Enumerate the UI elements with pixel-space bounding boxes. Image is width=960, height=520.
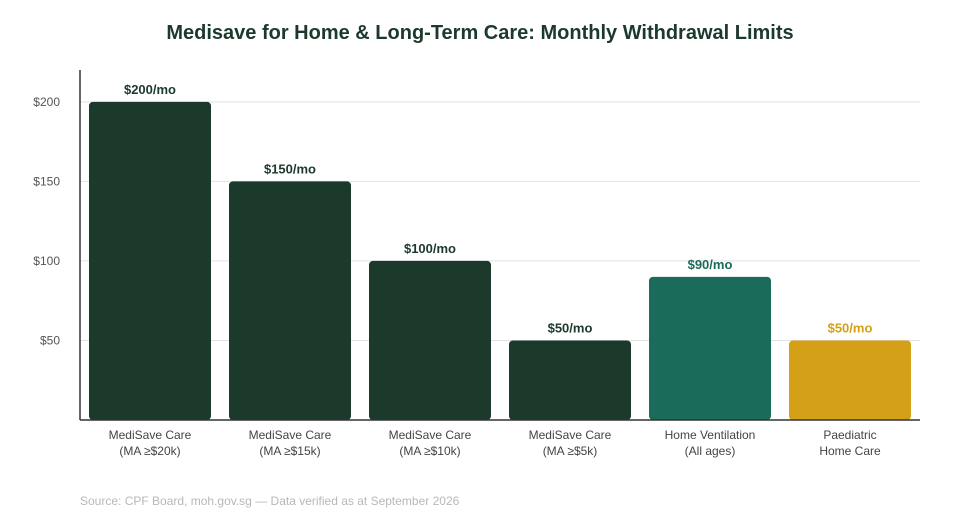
category-label: (MA ≥$20k) <box>119 444 180 458</box>
source-note: Source: CPF Board, moh.gov.sg — Data ver… <box>80 494 460 508</box>
category-label: (MA ≥$5k) <box>543 444 598 458</box>
category-label: MediSave Care <box>529 428 612 442</box>
y-axis-ticks: $50 $100 $150 $200 <box>33 95 60 348</box>
category-label: MediSave Care <box>109 428 192 442</box>
bar-value-label: $90/mo <box>688 257 733 272</box>
bar-chart: $50 $100 $150 $200 $200/mo $150/mo $100/mo $50… <box>33 70 920 458</box>
bar <box>789 340 911 420</box>
bar-value-label: $100/mo <box>404 241 456 256</box>
bars <box>89 101 911 421</box>
y-tick-label: $50 <box>40 333 60 347</box>
category-label: Paediatric <box>823 428 876 442</box>
category-label: (All ages) <box>685 444 736 458</box>
bar <box>89 101 211 421</box>
bar-value-label: $150/mo <box>264 161 316 176</box>
bar <box>509 340 631 420</box>
bar-value-label: $200/mo <box>124 82 176 97</box>
category-label: Home Care <box>819 444 881 458</box>
bar <box>649 276 771 420</box>
y-tick-label: $200 <box>33 95 60 109</box>
category-label: (MA ≥$10k) <box>399 444 460 458</box>
category-label: MediSave Care <box>249 428 332 442</box>
bar-value-label: $50/mo <box>548 320 593 335</box>
bar-value-label: $50/mo <box>828 320 873 335</box>
category-labels: MediSave Care (MA ≥$20k) MediSave Care (MA … <box>109 428 881 458</box>
grid-lines <box>80 101 920 341</box>
data-labels: $200/mo $150/mo $100/mo $50/mo $90/mo $50/mo <box>124 82 872 336</box>
category-label: MediSave Care <box>389 428 472 442</box>
chart-title: Medisave for Home & Long-Term Care: Mont… <box>166 22 794 44</box>
y-tick-label: $100 <box>33 254 60 268</box>
category-label: Home Ventilation <box>665 428 756 442</box>
bar <box>229 181 351 420</box>
y-tick-label: $150 <box>33 174 60 188</box>
category-label: (MA ≥$15k) <box>259 444 320 458</box>
bar <box>369 260 491 420</box>
